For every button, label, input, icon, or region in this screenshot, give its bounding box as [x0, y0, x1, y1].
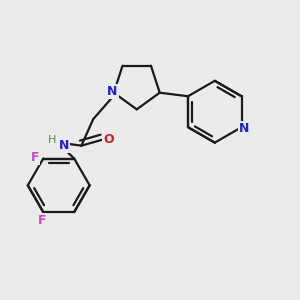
Text: H: H	[48, 135, 56, 145]
Text: F: F	[31, 151, 39, 164]
Text: F: F	[38, 214, 46, 227]
Text: N: N	[239, 122, 249, 135]
Text: N: N	[58, 139, 69, 152]
Text: N: N	[107, 85, 118, 98]
Text: O: O	[103, 133, 114, 146]
